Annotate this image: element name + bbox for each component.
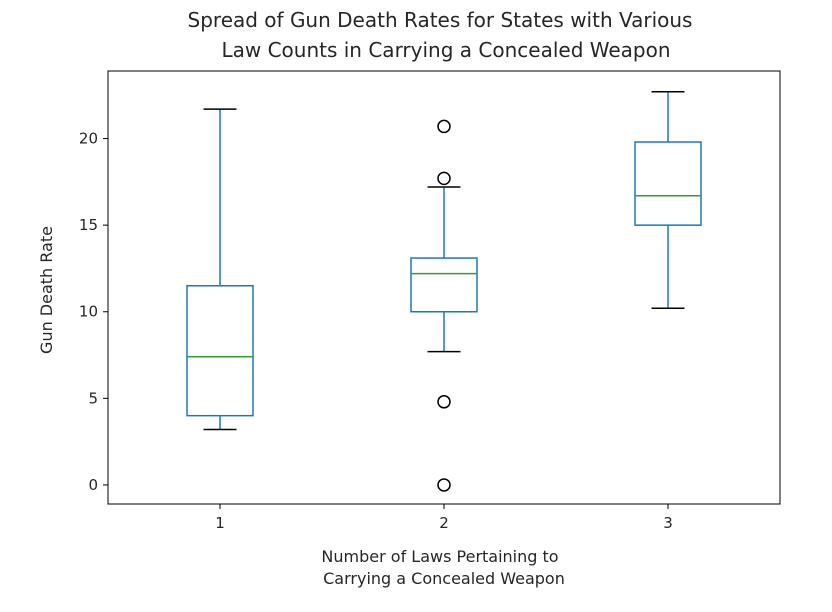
outlier-point [437, 478, 451, 492]
outlier-point [437, 171, 451, 186]
y-tick-label: 20 [79, 130, 98, 148]
box-iqr [186, 285, 254, 417]
x-axis-label-line-2: Carrying a Concealed Weapon [323, 569, 565, 588]
plot-area: 0 5 10 15 20 1 2 3 [79, 70, 781, 532]
x-tick-label: 2 [439, 514, 449, 532]
chart-title-line-1: Spread of Gun Death Rates for States wit… [188, 8, 693, 32]
chart-title-line-2: Law Counts in Carrying a Concealed Weapo… [221, 38, 670, 62]
y-tick-label: 10 [79, 303, 98, 321]
y-axis-label: Gun Death Rate [37, 226, 56, 354]
box-iqr [634, 141, 702, 226]
x-tick-label: 3 [663, 514, 673, 532]
y-tick-label: 5 [88, 389, 98, 407]
y-tick-label: 0 [88, 476, 98, 494]
y-tick-label: 15 [79, 216, 98, 234]
outlier-point [437, 395, 451, 409]
x-tick-label: 1 [215, 514, 225, 532]
x-axis-label-line-1: Number of Laws Pertaining to [321, 547, 558, 566]
box-iqr [410, 257, 478, 313]
axes-frame [107, 70, 781, 505]
outlier-point [437, 119, 451, 134]
